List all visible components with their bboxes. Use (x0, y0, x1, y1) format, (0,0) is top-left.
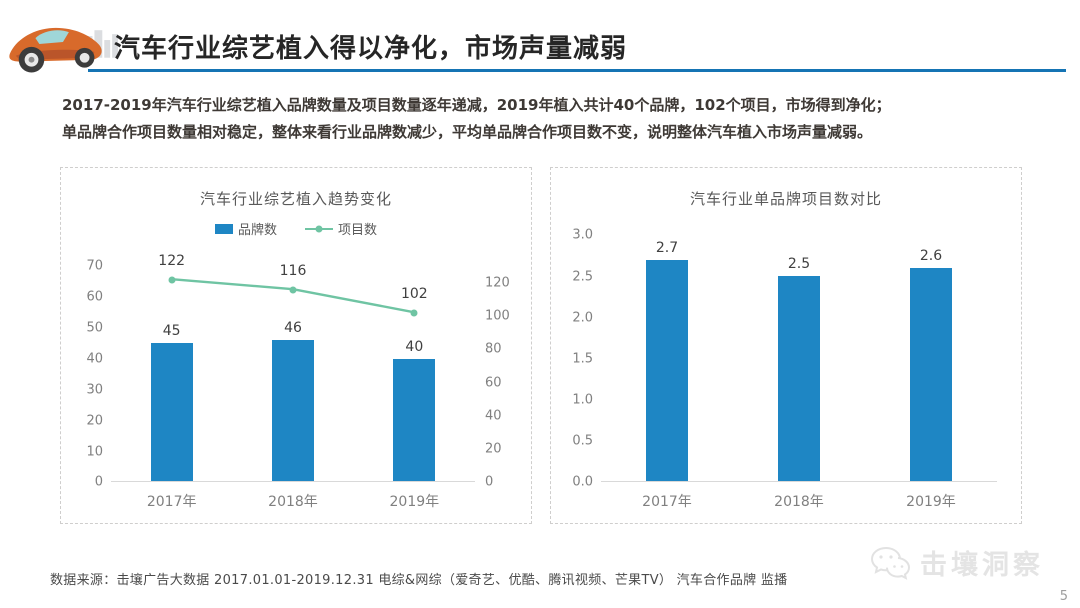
per-brand-chart-panel: 汽车行业单品牌项目数对比 0.0 0.5 1.0 1.5 2.0 2.5 3.0 2.7 2.… (550, 167, 1022, 525)
trend-left-axis: 0 10 20 30 40 50 60 70 (75, 259, 111, 490)
bar (646, 259, 688, 482)
x-axis-label: 2018年 (268, 494, 318, 511)
line-value-label: 102 (400, 285, 428, 302)
axis-tick-label: 1.5 (572, 351, 593, 367)
data-source-note: 数据来源：击壤广告大数据 2017.01.01-2019.12.31 电综&网综… (50, 573, 788, 588)
legend-item-brands: 品牌数 (214, 219, 277, 239)
x-axis-label: 2017年 (642, 494, 692, 511)
line-marker (289, 286, 297, 294)
legend-label-projects: 项目数 (338, 223, 378, 239)
bar-value-label: 2.6 (919, 248, 943, 265)
axis-tick-label: 10 (86, 444, 103, 460)
bar-value-label: 2.5 (787, 256, 811, 273)
trend-right-axis: 0 20 40 60 80 100 120 (475, 266, 517, 490)
slide-header: 汽车行业综艺植入得以净化，市场声量减弱 (0, 0, 1080, 84)
legend-label-brands: 品牌数 (237, 223, 277, 239)
legend-item-projects: 项目数 (305, 219, 377, 238)
per-brand-x-axis: 2017年 2018年 2019年 (601, 491, 997, 513)
per-brand-chart-plot: 0.0 0.5 1.0 1.5 2.0 2.5 3.0 2.7 2.5 2.6 (565, 228, 1007, 490)
line-value-label: 116 (279, 262, 307, 279)
trend-chart-plot: 0 10 20 30 40 50 60 70 45 46 40 122 116 102 0 20 40 60… (75, 253, 517, 490)
bar-value-label: 2.7 (655, 239, 679, 256)
axis-tick-label: 30 (86, 382, 103, 398)
trend-combo-chart-panel: 汽车行业综艺植入趋势变化 品牌数 项目数 0 10 20 30 40 50 60 70 45 4… (60, 167, 532, 525)
axis-tick-label: 40 (86, 351, 103, 367)
line-marker (168, 276, 176, 284)
bar (393, 358, 436, 482)
chat-bubbles-icon (870, 546, 911, 580)
page-title: 汽车行业综艺植入得以净化，市场声量减弱 (114, 34, 628, 64)
axis-tick-label: 20 (86, 413, 103, 429)
axis-tick-label: 50 (86, 320, 103, 336)
bar-column: 2.5 (733, 235, 865, 482)
axis-tick-label: 2.0 (572, 310, 593, 326)
axis-tick-label: 40 (485, 408, 502, 424)
bar-value-label: 46 (284, 320, 302, 337)
axis-tick-label: 20 (485, 441, 502, 457)
bar (271, 340, 314, 482)
watermark-label: 击壤洞察 (920, 550, 1044, 581)
bar-column: 45 (111, 266, 232, 482)
axis-tick-label: 60 (86, 289, 103, 305)
intro-paragraph: 2017-2019年汽车行业综艺植入品牌数量及项目数量逐年递减，2019年植入共… (62, 92, 1020, 145)
bar-column: 2.6 (865, 235, 997, 482)
bar (150, 343, 193, 482)
axis-tick-label: 0.0 (572, 474, 593, 490)
axis-tick-label: 60 (485, 375, 502, 391)
per-brand-left-axis: 0.0 0.5 1.0 1.5 2.0 2.5 3.0 (565, 228, 601, 490)
bar-value-label: 45 (162, 323, 181, 340)
page-number: 5 (1059, 589, 1068, 604)
axis-tick-label: 0.5 (572, 433, 593, 449)
x-axis-label: 2017年 (146, 494, 197, 511)
watermark-logo: 击壤洞察 (868, 543, 1044, 582)
intro-line-2: 单品牌合作项目数量相对稳定，整体来看行业品牌数减少，平均单品牌合作项目数不变，说… (62, 122, 873, 141)
bar (910, 268, 952, 482)
line-value-label: 122 (158, 252, 186, 269)
line-marker (410, 309, 418, 317)
x-axis-label: 2018年 (774, 494, 824, 511)
axis-tick-label: 100 (485, 308, 510, 324)
x-axis-label: 2019年 (906, 494, 956, 511)
trend-chart-title: 汽车行业综艺植入趋势变化 (199, 190, 392, 209)
intro-line-1: 2017-2019年汽车行业综艺植入品牌数量及项目数量逐年递减，2019年植入共… (62, 96, 891, 114)
line-swatch-icon (305, 225, 333, 233)
axis-tick-label: 80 (485, 341, 502, 357)
bar-value-label: 40 (405, 338, 424, 355)
trend-chart-legend: 品牌数 项目数 (75, 219, 517, 238)
axis-tick-label: 1.0 (572, 392, 593, 408)
bar-column: 2.7 (601, 235, 733, 482)
bar-column: 40 (354, 266, 475, 482)
axis-tick-label: 0 (94, 474, 103, 490)
axis-tick-label: 0 (485, 474, 494, 490)
axis-tick-label: 120 (485, 275, 510, 291)
axis-tick-label: 2.5 (572, 269, 593, 285)
trend-x-axis: 2017年 2018年 2019年 (111, 491, 475, 513)
title-underline (88, 69, 1066, 72)
car-illustration (2, 6, 120, 78)
axis-tick-label: 70 (86, 258, 103, 274)
per-brand-plot-area: 2.7 2.5 2.6 (601, 235, 997, 483)
axis-tick-label: 3.0 (572, 227, 593, 243)
x-axis-label: 2019年 (389, 494, 440, 511)
charts-row: 汽车行业综艺植入趋势变化 品牌数 项目数 0 10 20 30 40 50 60 70 45 4… (60, 167, 1022, 525)
per-brand-chart-title: 汽车行业单品牌项目数对比 (689, 190, 882, 209)
bar (778, 276, 820, 482)
bar-swatch-icon (214, 223, 233, 234)
trend-plot-area: 45 46 40 122 116 102 (111, 253, 475, 483)
bar-column: 46 (232, 266, 353, 482)
